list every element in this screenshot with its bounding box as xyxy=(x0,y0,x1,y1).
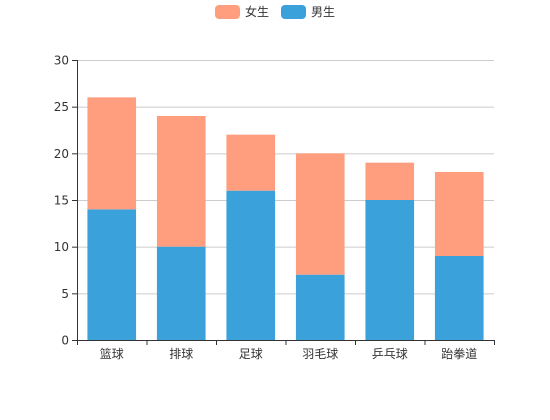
legend-label-female: 女生 xyxy=(244,5,269,19)
x-tick-label-4: 乒乓球 xyxy=(372,347,408,361)
bar-female-4[interactable] xyxy=(365,162,415,200)
bar-female-2[interactable] xyxy=(226,134,276,191)
bar-male-5[interactable] xyxy=(434,256,484,340)
x-tick-label-1: 排球 xyxy=(169,347,193,361)
x-tick-label-5: 跆拳道 xyxy=(441,346,477,361)
x-tick-label-3: 羽毛球 xyxy=(302,347,338,361)
bar-male-0[interactable] xyxy=(87,209,137,340)
bar-female-5[interactable] xyxy=(434,172,484,256)
legend-swatch-male xyxy=(281,4,306,19)
x-tick-label-0: 篮球 xyxy=(100,346,124,361)
bar-male-4[interactable] xyxy=(365,200,415,340)
y-tick-label-15: 15 xyxy=(54,194,69,208)
legend-item-male[interactable]: 男生 xyxy=(281,3,335,20)
bar-male-2[interactable] xyxy=(226,190,276,340)
bar-male-3[interactable] xyxy=(295,274,345,340)
legend-item-female[interactable]: 女生 xyxy=(214,3,269,20)
bar-female-1[interactable] xyxy=(156,116,206,247)
y-tick-label-20: 20 xyxy=(54,147,69,161)
bar-female-0[interactable] xyxy=(87,97,137,210)
legend: 女生 男生 xyxy=(0,3,550,20)
legend-swatch-female xyxy=(214,4,240,19)
bar-male-1[interactable] xyxy=(156,246,206,340)
y-tick-label-30: 30 xyxy=(54,54,69,68)
legend-label-male: 男生 xyxy=(311,5,336,19)
bar-female-3[interactable] xyxy=(295,153,345,275)
y-tick-label-0: 0 xyxy=(61,334,69,348)
x-tick-label-2: 足球 xyxy=(239,347,263,361)
y-tick-label-5: 5 xyxy=(61,287,69,301)
y-tick-label-25: 25 xyxy=(54,100,69,114)
y-tick-label-10: 10 xyxy=(54,240,69,254)
